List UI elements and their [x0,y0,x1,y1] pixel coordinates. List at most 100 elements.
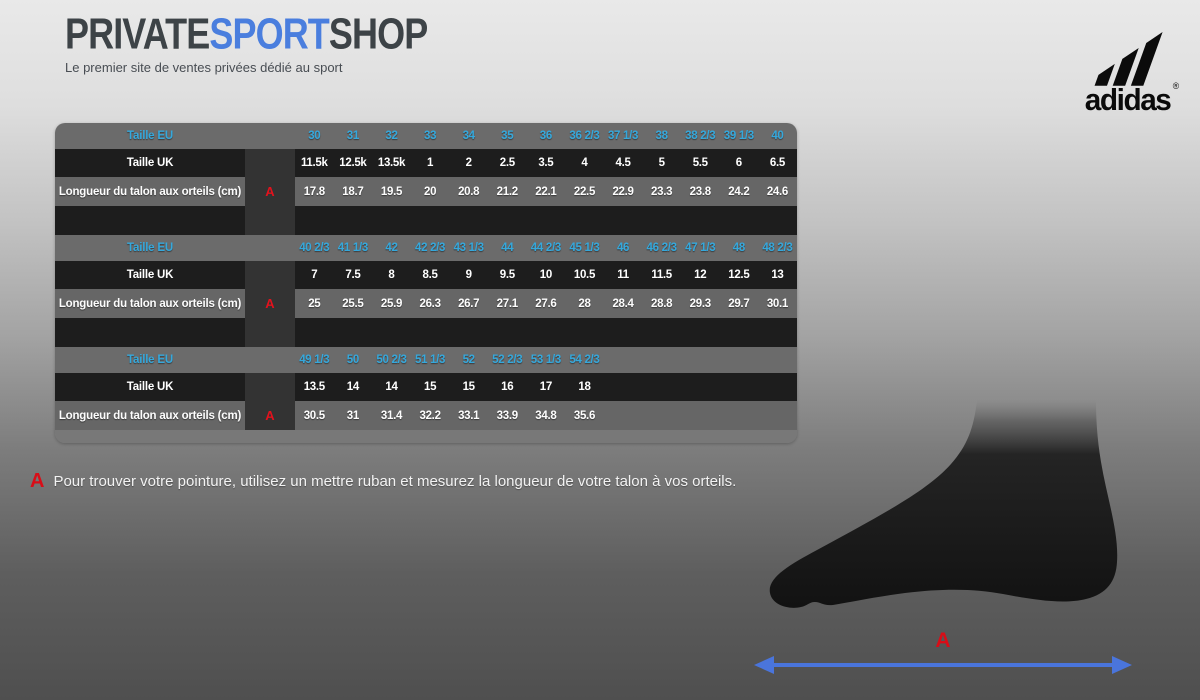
size-cell: 14 [346,381,360,393]
row-label [55,206,245,235]
row-values: 49 1/3 50 50 2/3 51 1/3 52 52 2/3 53 1/3 54 2/3 [295,347,797,373]
size-cell: 36 [539,130,553,142]
measure-arrow: A [752,630,1134,678]
size-cell: 33 [423,130,437,142]
measure-note: A Pour trouver votre pointure, utilisez … [30,471,736,493]
size-row-eu: Taille EU 40 2/3 41 1/3 42 42 2/3 43 1/3 44 44 … [55,235,797,261]
adidas-stripes-icon [1094,32,1163,86]
row-label: Longueur du talon aux orteils (cm) [58,185,242,198]
logo-sport: SPORT [209,10,329,59]
size-cell: 33.1 [458,409,480,422]
size-cell: 44 [501,242,514,254]
size-cell: 22.1 [535,185,557,198]
size-cell: 27.1 [496,297,518,310]
size-cell: 18 [578,381,591,393]
table-bottom-pad [55,430,797,443]
size-cell: 51 1/3 [414,354,446,366]
size-cell: 44 2/3 [530,242,561,254]
size-cell: 4.5 [615,157,631,169]
size-cell: 3.5 [538,157,554,169]
size-cell: 48 2/3 [762,242,793,254]
size-row-spacer [55,318,797,347]
size-cell: 15 [462,381,476,393]
row-values: 11.5k 12.5k 13.5k 1 2 2.5 3.5 4 4.5 5 5.5 6 6.5 [295,149,797,177]
size-cell: 25.9 [380,297,403,310]
size-cell: 53 1/3 [530,354,561,366]
row-values: 40 2/3 41 1/3 42 42 2/3 43 1/3 44 44 2/3 45 1/3… [295,235,797,261]
measure-letter-cell [245,347,295,373]
size-cell: 31 [346,130,360,142]
size-cell: 10.5 [573,269,596,281]
size-cell: 9.5 [499,269,515,281]
row-label: Longueur du talon aux orteils (cm) [58,297,242,310]
size-cell: 24.6 [766,185,789,198]
size-cell: 11.5k [300,157,328,169]
size-row-uk: Taille UK 13.5 14 14 15 15 16 17 18 [55,373,797,401]
row-label: Taille EU [127,242,173,254]
size-row-spacer [55,206,797,235]
size-cell: 29.7 [728,297,750,310]
measure-letter-cell [245,235,295,261]
row-label: Taille EU [127,354,173,366]
size-cell: 30 [308,130,321,142]
size-cell: 12 [694,269,707,281]
size-cell: 30.1 [766,297,789,310]
size-cell: 21.2 [496,185,518,198]
size-cell: 12.5k [339,157,367,169]
size-cell: 38 [655,130,669,142]
size-cell: 26.3 [419,297,441,310]
size-row-uk: Taille UK 11.5k 12.5k 13.5k 1 2 2.5 3.5 4 4.5 5 5.5… [55,149,797,177]
row-values [295,318,797,347]
size-row-len: Longueur du talon aux orteils (cm) A 25 25.… [55,289,797,318]
size-cell: 19.5 [380,185,403,198]
row-values: 7 7.5 8 8.5 9 9.5 10 10.5 11 11.5 12 12.5 13 [295,261,797,289]
size-cell: 14 [385,381,398,393]
size-cell: 11 [617,269,629,281]
size-cell: 8 [388,269,395,281]
size-cell: 49 1/3 [299,354,330,366]
size-cell: 45 1/3 [569,242,600,254]
size-cell: 9 [465,269,472,281]
arrow-letter-a: A [935,629,951,652]
row-label: Taille UK [126,157,174,169]
size-cell: 13 [771,269,784,281]
size-cell: 23.8 [689,185,711,198]
size-cell: 10 [539,269,553,281]
size-cell: 18.7 [342,185,364,198]
size-cell: 23.3 [651,185,673,198]
size-cell: 48 [732,242,746,254]
size-cell: 43 1/3 [453,242,484,254]
size-chart-table: Taille EU 30 31 32 33 34 35 36 36 2/3 37 1/3 38 38 … [55,123,797,443]
size-cell: 52 [462,354,476,366]
size-cell: 40 2/3 [299,242,330,254]
site-logo: PRIVATESPORTSHOP Le premier site de vent… [65,12,468,75]
size-cell: 32 [385,130,398,142]
size-cell: 37 1/3 [607,130,639,142]
size-cell: 6.5 [769,157,785,169]
size-row-eu: Taille EU 30 31 32 33 34 35 36 36 2/3 37 1/3 38 38 … [55,123,797,149]
size-cell: 35 [501,130,514,142]
measure-letter-cell [245,149,295,177]
size-row-uk: Taille UK 7 7.5 8 8.5 9 9.5 10 10.5 11 11.5 12 12.5 1… [55,261,797,289]
measure-letter-cell: A [245,401,295,430]
size-cell: 6 [735,157,742,169]
row-values: 30.5 31 31.4 32.2 33.1 33.9 34.8 35.6 [295,401,797,430]
row-values: 17.8 18.7 19.5 20 20.8 21.2 22.1 22.5 22.9 23.3 23… [295,177,797,206]
measure-letter-cell [245,373,295,401]
size-cell: 22.5 [573,185,596,198]
measure-letter-cell [245,206,295,235]
size-cell: 20 [423,185,437,198]
size-cell: 5.5 [692,157,708,169]
size-cell: 46 [616,242,630,254]
row-values [295,206,797,235]
size-cell: 22.9 [612,185,634,198]
size-cell: 34 [462,130,476,142]
size-cell: 16 [501,381,514,393]
size-cell: 42 2/3 [414,242,446,254]
size-cell: 7.5 [345,269,361,281]
size-cell: 20.8 [458,185,480,198]
site-tagline: Le premier site de ventes privées dédié … [65,60,343,75]
foot-silhouette [755,400,1135,640]
size-cell: 34.8 [535,409,557,422]
size-cell: 28.4 [612,297,634,310]
